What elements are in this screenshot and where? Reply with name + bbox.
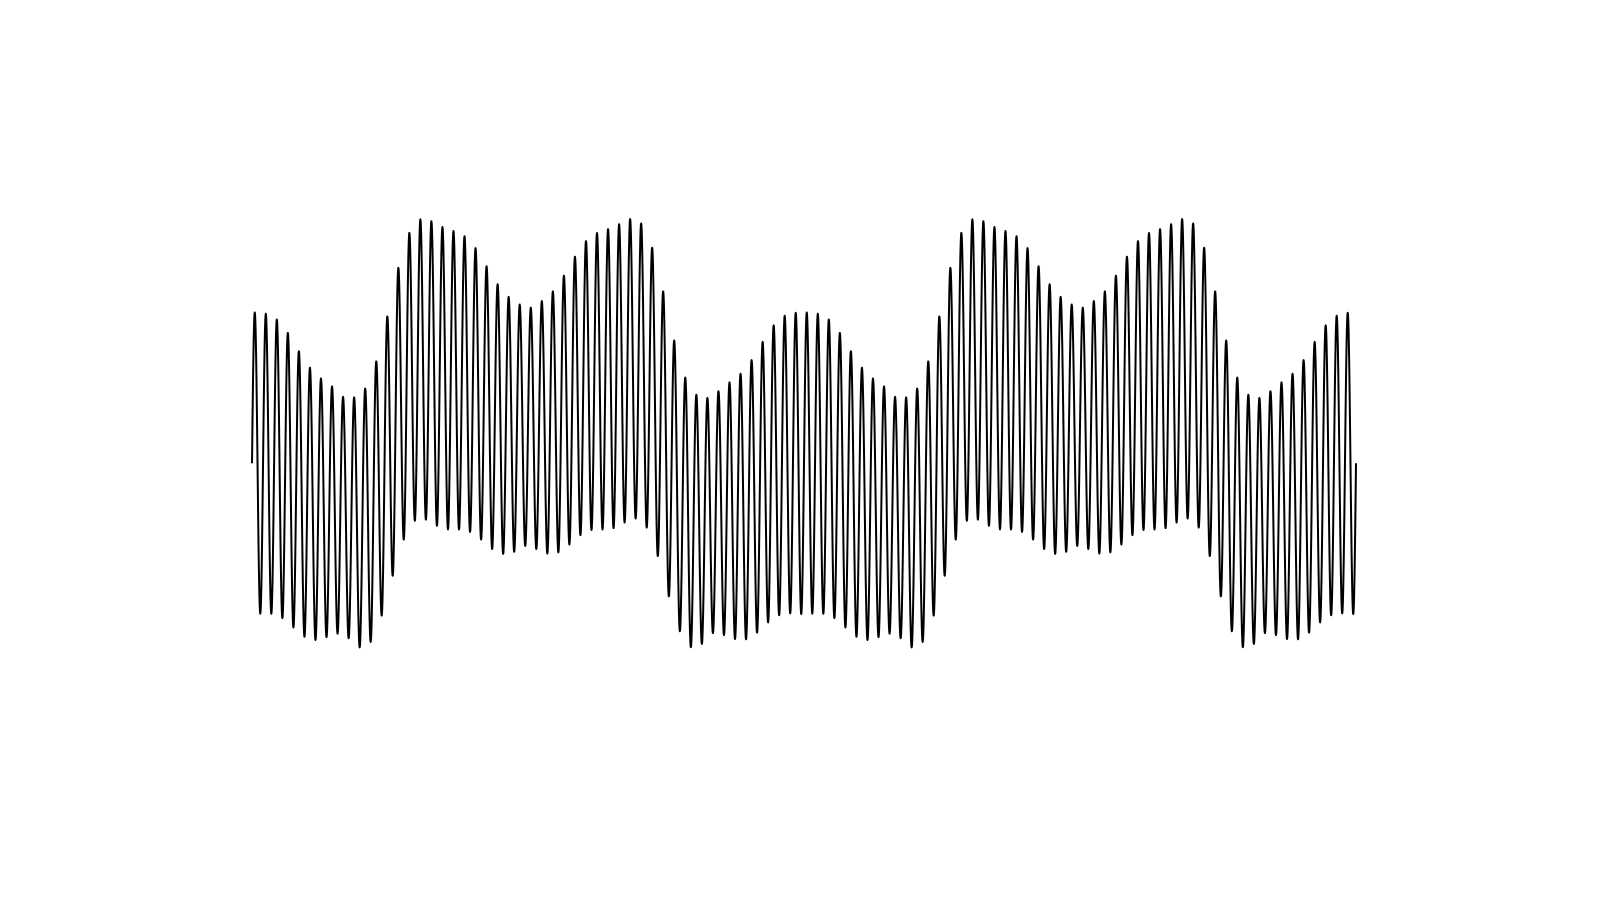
series-layer bbox=[251, 218, 1357, 649]
waveform-series-line bbox=[251, 218, 1357, 649]
